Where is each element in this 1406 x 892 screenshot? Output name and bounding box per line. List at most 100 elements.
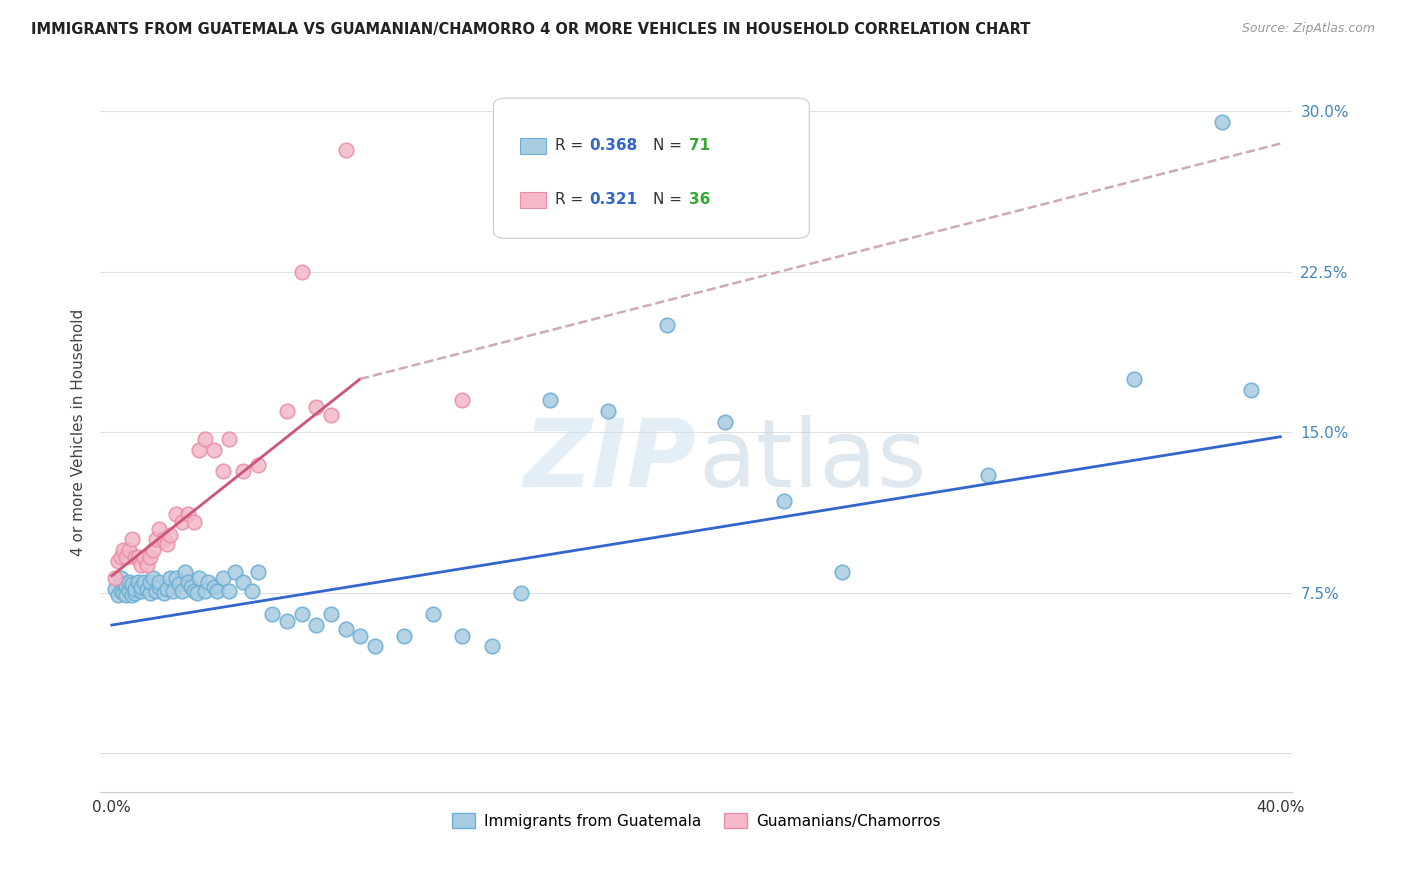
Point xyxy=(177,507,200,521)
Point xyxy=(977,468,1000,483)
Point xyxy=(218,432,240,446)
Point xyxy=(1211,115,1233,129)
Point xyxy=(159,528,181,542)
Point xyxy=(335,623,357,637)
Text: 36: 36 xyxy=(689,192,710,207)
Legend: Immigrants from Guatemala, Guamanians/Chamorros: Immigrants from Guatemala, Guamanians/Ch… xyxy=(446,806,946,835)
Point xyxy=(276,614,298,628)
Point xyxy=(364,640,387,654)
Point xyxy=(145,583,167,598)
Point xyxy=(115,580,138,594)
Point xyxy=(153,586,176,600)
Point xyxy=(422,607,444,622)
Y-axis label: 4 or more Vehicles in Household: 4 or more Vehicles in Household xyxy=(72,309,86,556)
Point xyxy=(714,415,737,429)
Point xyxy=(142,571,165,585)
Point xyxy=(246,565,269,579)
Point xyxy=(115,549,138,564)
Point xyxy=(211,464,233,478)
FancyBboxPatch shape xyxy=(494,98,810,238)
Point xyxy=(129,583,152,598)
Point xyxy=(118,543,141,558)
Point xyxy=(165,571,187,585)
Point xyxy=(121,533,143,547)
Point xyxy=(118,583,141,598)
Point xyxy=(186,586,208,600)
Point xyxy=(139,549,162,564)
Point xyxy=(107,554,129,568)
Point xyxy=(167,577,190,591)
Point xyxy=(202,442,225,457)
Point xyxy=(121,588,143,602)
Point xyxy=(509,586,531,600)
Point xyxy=(335,143,357,157)
Point xyxy=(124,586,146,600)
Point xyxy=(165,507,187,521)
Point xyxy=(538,393,561,408)
Point xyxy=(148,580,170,594)
Point xyxy=(291,607,314,622)
Point xyxy=(132,575,155,590)
Point xyxy=(132,549,155,564)
Point xyxy=(232,464,254,478)
Point xyxy=(104,571,127,585)
Point xyxy=(451,393,474,408)
Point xyxy=(319,607,342,622)
Point xyxy=(188,571,211,585)
Point xyxy=(655,318,678,333)
Point xyxy=(145,533,167,547)
Point xyxy=(170,516,193,530)
Point xyxy=(112,586,135,600)
Text: ZIP: ZIP xyxy=(523,416,696,508)
Point xyxy=(224,565,246,579)
Point xyxy=(159,571,181,585)
Point xyxy=(202,580,225,594)
Point xyxy=(392,629,415,643)
Point xyxy=(156,582,179,596)
Point xyxy=(129,558,152,573)
Point xyxy=(118,575,141,590)
Point xyxy=(110,583,132,598)
FancyBboxPatch shape xyxy=(520,137,546,153)
Point xyxy=(451,629,474,643)
Point xyxy=(170,583,193,598)
Point xyxy=(115,588,138,602)
Point xyxy=(121,577,143,591)
Point xyxy=(232,575,254,590)
Point xyxy=(197,575,219,590)
Point xyxy=(104,582,127,596)
Point xyxy=(129,580,152,594)
Point xyxy=(162,583,184,598)
Point xyxy=(127,575,149,590)
Point xyxy=(188,442,211,457)
FancyBboxPatch shape xyxy=(520,192,546,208)
Point xyxy=(135,582,157,596)
Point xyxy=(110,549,132,564)
Text: IMMIGRANTS FROM GUATEMALA VS GUAMANIAN/CHAMORRO 4 OR MORE VEHICLES IN HOUSEHOLD : IMMIGRANTS FROM GUATEMALA VS GUAMANIAN/C… xyxy=(31,22,1031,37)
Point xyxy=(305,618,328,632)
Point xyxy=(772,494,794,508)
Point xyxy=(598,404,620,418)
Point xyxy=(183,583,205,598)
Point xyxy=(148,522,170,536)
Point xyxy=(148,575,170,590)
Point xyxy=(112,543,135,558)
Point xyxy=(127,549,149,564)
Point xyxy=(194,583,217,598)
Point xyxy=(183,516,205,530)
Point xyxy=(305,400,328,414)
Text: R =: R = xyxy=(555,192,589,207)
Point xyxy=(194,432,217,446)
Point xyxy=(107,588,129,602)
Point xyxy=(291,265,314,279)
Point xyxy=(831,565,853,579)
Point xyxy=(349,629,371,643)
Point xyxy=(180,580,202,594)
Point xyxy=(135,558,157,573)
Point xyxy=(124,549,146,564)
Point xyxy=(139,586,162,600)
Point xyxy=(110,571,132,585)
Point xyxy=(156,537,179,551)
Point xyxy=(319,409,342,423)
Point xyxy=(218,583,240,598)
